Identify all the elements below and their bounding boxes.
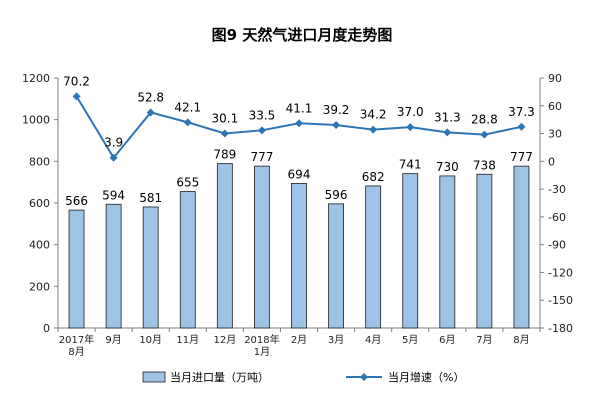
legend-line-label: 当月增速（%） <box>388 370 464 384</box>
x-tick-label: 5月 <box>402 334 418 346</box>
bar-import-volume <box>365 185 382 329</box>
growth-rate-label: 39.2 <box>323 103 350 117</box>
bar-value-label: 741 <box>399 158 422 172</box>
bar-value-label: 694 <box>288 167 311 181</box>
x-tick-label: 9月 <box>105 334 121 346</box>
bar-import-volume <box>179 191 196 329</box>
legend-bar-label: 当月进口量（万吨） <box>170 370 269 384</box>
growth-rate-label: 30.1 <box>211 111 238 125</box>
bar-import-volume <box>142 206 159 329</box>
x-tick-label: 3月 <box>328 334 344 346</box>
x-tick-label: 8月 <box>513 334 529 346</box>
y-left-tick-label: 0 <box>43 322 50 335</box>
line-layer <box>72 92 526 162</box>
y-left-tick-label: 200 <box>29 280 50 293</box>
growth-rate-label: 70.2 <box>63 74 90 88</box>
x-tick-label: 11月 <box>176 334 199 346</box>
bar-import-volume <box>328 203 344 329</box>
growth-rate-point <box>220 129 229 138</box>
y-right-tick-label: 30 <box>548 128 562 141</box>
bar-value-label: 777 <box>510 150 533 164</box>
growth-rate-label: 28.8 <box>471 113 498 127</box>
growth-rate-label: 37.0 <box>397 105 424 119</box>
y-right-tick-label: -120 <box>548 266 573 279</box>
legend-layer: 当月进口量（万吨） 当月增速（%） <box>142 370 464 384</box>
x-tick-label: 10月 <box>139 334 162 346</box>
y-right-tick-label: -150 <box>548 294 573 307</box>
growth-rate-point <box>295 119 303 128</box>
growth-rate-point <box>443 128 452 137</box>
bar-import-volume <box>513 165 530 329</box>
y-right-tick-label: -60 <box>548 211 566 224</box>
bar-value-label: 738 <box>473 158 496 172</box>
y-right-tick-label: 60 <box>548 100 562 113</box>
legend-bar-swatch <box>142 371 166 383</box>
labels-layer: 566 594 581 655 789 777 694 596 682 741 730 738 777 7… <box>63 74 535 208</box>
growth-rate-label: 34.2 <box>360 108 387 122</box>
bar-value-label: 596 <box>325 188 348 202</box>
x-tick-label: 7月 <box>476 334 492 346</box>
growth-rate-label: 52.8 <box>137 90 164 104</box>
bars-layer <box>68 163 530 329</box>
y-right-tick-label: 0 <box>548 155 555 168</box>
y-right-tick-label: -90 <box>548 239 566 252</box>
bar-import-volume <box>254 165 270 329</box>
bar-import-volume <box>105 203 122 329</box>
growth-rate-point <box>257 126 266 135</box>
y-left-tick-label: 600 <box>29 197 50 210</box>
growth-rate-point <box>480 130 489 139</box>
growth-rate-label: 33.5 <box>249 108 276 122</box>
bar-value-label: 789 <box>213 148 236 162</box>
legend-line-marker <box>360 373 368 381</box>
bar-value-label: 566 <box>65 194 88 208</box>
bar-value-label: 594 <box>102 188 125 202</box>
growth-rate-label: 31.3 <box>434 110 461 124</box>
growth-rate-label: 41.1 <box>286 101 313 115</box>
growth-rate-point <box>146 108 155 117</box>
y-right-tick-label: -180 <box>548 322 573 335</box>
axes-layer: 020040060080010001200-180-150-120-90-60-… <box>22 72 573 358</box>
y-left-tick-label: 1200 <box>22 72 50 85</box>
bar-value-label: 730 <box>436 160 459 174</box>
growth-rate-point <box>183 118 192 127</box>
bar-import-volume <box>439 175 456 329</box>
growth-rate-point <box>109 153 118 162</box>
growth-rate-label: 3.9 <box>104 136 123 150</box>
growth-rate-point <box>517 122 526 131</box>
x-tick-label: 4月 <box>365 334 381 346</box>
y-left-tick-label: 1000 <box>22 114 50 127</box>
bar-value-label: 682 <box>362 170 385 184</box>
bar-import-volume <box>291 183 307 329</box>
bar-value-label: 655 <box>176 176 199 190</box>
growth-rate-point <box>406 123 415 132</box>
bar-import-volume <box>402 173 419 329</box>
bar-value-label: 581 <box>139 191 162 205</box>
x-tick-label: 2月 <box>291 334 307 346</box>
y-left-tick-label: 400 <box>29 239 50 252</box>
x-tick-label: 6月 <box>439 334 455 346</box>
y-left-tick-label: 800 <box>29 155 50 168</box>
bar-import-volume <box>68 209 85 329</box>
x-tick-label: 12月 <box>213 334 236 346</box>
bar-import-volume <box>476 173 493 329</box>
y-right-tick-label: -30 <box>548 183 566 196</box>
x-tick-label: 2017年 8月 <box>59 333 94 358</box>
y-right-tick-label: 90 <box>548 72 562 85</box>
growth-rate-point <box>369 125 378 134</box>
growth-rate-point <box>332 121 341 130</box>
growth-rate-label: 37.3 <box>508 105 535 119</box>
growth-rate-point <box>72 92 81 101</box>
x-tick-label: 2018年 1月 <box>244 333 279 358</box>
chart-title: 图9 天然气进口月度走势图 <box>212 26 393 44</box>
growth-rate-label: 42.1 <box>174 100 201 114</box>
bar-import-volume <box>216 163 233 329</box>
bar-value-label: 777 <box>250 150 273 164</box>
